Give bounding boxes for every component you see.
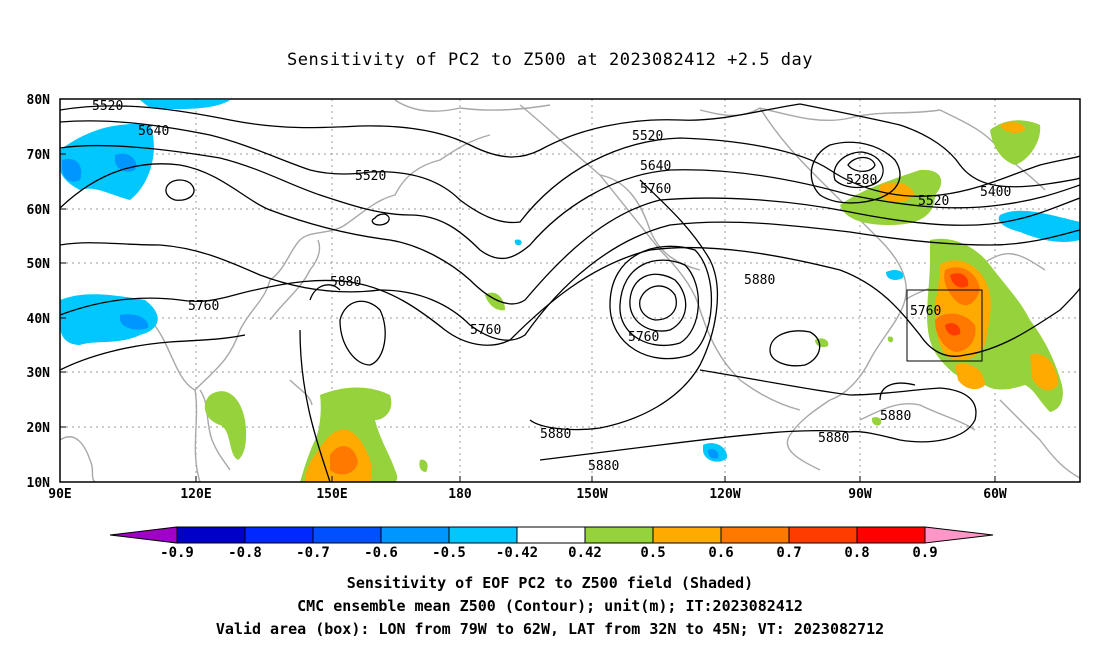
contour-labels: 5520 5640 5520 5520 5640 5760 5280 5400 … xyxy=(92,99,1011,474)
lon-label: 150W xyxy=(576,487,607,502)
contour-label: 5640 xyxy=(640,159,671,174)
lat-label: 10N xyxy=(27,476,51,491)
lon-label: 120E xyxy=(180,487,211,502)
contour-label: 5640 xyxy=(138,124,169,139)
contour-label: 5520 xyxy=(355,169,386,184)
figure-title: Sensitivity of PC2 to Z500 at 2023082412… xyxy=(286,50,813,70)
colorbar-label: 0.42 xyxy=(568,545,602,560)
colorbar-swatch xyxy=(448,526,518,544)
colorbar-label: 0.5 xyxy=(640,545,665,560)
colorbar-label: -0.42 xyxy=(496,545,538,560)
contour-label: 5760 xyxy=(640,182,671,197)
contour-label: 5520 xyxy=(92,99,123,114)
lat-label: 40N xyxy=(27,312,51,327)
lon-label: 180 xyxy=(448,487,472,502)
caption-valid-area: Valid area (box): LON from 79W to 62W, L… xyxy=(215,620,885,638)
contour-label: 5400 xyxy=(980,185,1011,200)
colorbar-label: 0.6 xyxy=(708,545,733,560)
colorbar-label: -0.8 xyxy=(228,545,262,560)
shaded-sensitivity xyxy=(60,100,1080,482)
lat-label: 20N xyxy=(27,421,51,436)
lat-label: 60N xyxy=(27,203,51,218)
colorbar-label: -0.5 xyxy=(432,545,466,560)
lat-label: 30N xyxy=(27,366,51,381)
contour-label: 5280 xyxy=(846,173,877,188)
colorbar-label: 0.9 xyxy=(912,545,937,560)
colorbar-swatch xyxy=(720,526,790,544)
contour-label: 5760 xyxy=(628,330,659,345)
contour-label: 5880 xyxy=(744,273,775,288)
contour-label: 5880 xyxy=(818,431,849,446)
lat-labels: 80N 70N 60N 50N 40N 30N 20N 10N xyxy=(27,93,51,491)
lat-label: 50N xyxy=(27,257,51,272)
contour-label: 5880 xyxy=(588,459,619,474)
z500-contours xyxy=(60,103,1080,482)
colorbar-label: 0.8 xyxy=(844,545,869,560)
colorbar-swatch xyxy=(176,526,246,544)
contour-label: 5520 xyxy=(632,129,663,144)
contour-label: 5880 xyxy=(540,427,571,442)
colorbar-swatch xyxy=(312,526,382,544)
lon-label: 150E xyxy=(316,487,347,502)
colorbar-swatch xyxy=(584,526,654,544)
colorbar-label: 0.7 xyxy=(776,545,801,560)
colorbar-swatch xyxy=(856,526,926,544)
contour-label: 5520 xyxy=(918,194,949,209)
caption-shaded: Sensitivity of EOF PC2 to Z500 field (Sh… xyxy=(346,574,754,592)
colorbar: -0.9 -0.8 -0.7 -0.6 -0.5 -0.42 0.42 0.5 … xyxy=(109,526,994,560)
contour-label: 5760 xyxy=(188,299,219,314)
lat-label: 70N xyxy=(27,148,51,163)
colorbar-swatch xyxy=(244,526,314,544)
colorbar-swatch xyxy=(380,526,450,544)
colorbar-label: -0.7 xyxy=(296,545,330,560)
map: 5520 5640 5520 5520 5640 5760 5280 5400 … xyxy=(27,93,1081,560)
contour-label: 5760 xyxy=(470,323,501,338)
colorbar-swatch xyxy=(652,526,722,544)
contour-label: 5880 xyxy=(330,275,361,290)
contour-label: 5760 xyxy=(910,304,941,319)
lat-label: 80N xyxy=(27,93,51,108)
caption-contour: CMC ensemble mean Z500 (Contour); unit(m… xyxy=(297,597,803,615)
colorbar-swatch xyxy=(109,526,178,544)
contour-label: 5880 xyxy=(880,409,911,424)
map-frame xyxy=(59,98,1081,483)
tick-marks xyxy=(60,98,996,483)
lon-label: 60W xyxy=(983,487,1007,502)
lon-label: 90E xyxy=(48,487,71,502)
lon-labels: 90E 120E 150E 180 150W 120W 90W 60W xyxy=(48,487,1007,502)
colorbar-swatch xyxy=(516,526,586,544)
lon-label: 120W xyxy=(709,487,740,502)
colorbar-swatch xyxy=(924,526,994,544)
colorbar-label: -0.6 xyxy=(364,545,398,560)
colorbar-label: -0.9 xyxy=(160,545,194,560)
colorbar-swatch xyxy=(788,526,858,544)
lon-label: 90W xyxy=(848,487,872,502)
valid-area-box xyxy=(906,289,983,362)
